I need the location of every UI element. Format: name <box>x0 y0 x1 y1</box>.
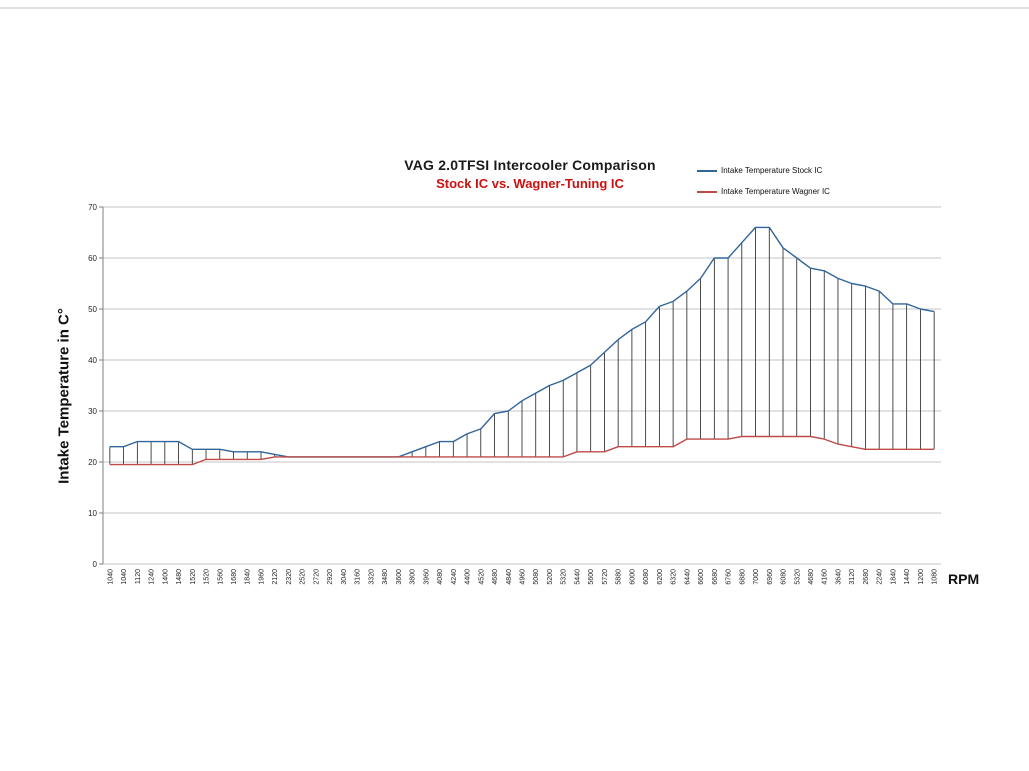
series-stock <box>109 226 935 458</box>
svg-text:2680: 2680 <box>863 569 870 585</box>
svg-text:6440: 6440 <box>684 569 691 585</box>
series-wagner <box>109 435 935 466</box>
svg-text:6880: 6880 <box>739 569 746 585</box>
svg-text:1840: 1840 <box>890 569 897 585</box>
chart-header: VAG 2.0TFSI Intercooler Comparison Stock… <box>280 157 780 191</box>
svg-text:5440: 5440 <box>574 569 581 585</box>
chart-subtitle: Stock IC vs. Wagner-Tuning IC <box>436 176 624 191</box>
svg-text:2240: 2240 <box>877 569 884 585</box>
svg-text:2320: 2320 <box>286 569 293 585</box>
svg-text:1520: 1520 <box>190 569 197 585</box>
gridlines <box>103 206 941 565</box>
top-divider <box>0 7 1029 9</box>
svg-text:3160: 3160 <box>355 569 362 585</box>
svg-text:1200: 1200 <box>918 569 925 585</box>
svg-text:3800: 3800 <box>410 569 417 585</box>
legend-item-stock: Intake Temperature Stock IC <box>697 160 830 181</box>
svg-text:7000: 7000 <box>753 569 760 585</box>
legend: Intake Temperature Stock IC Intake Tempe… <box>697 160 830 202</box>
svg-text:50: 50 <box>88 305 97 314</box>
svg-text:4080: 4080 <box>437 569 444 585</box>
chart-title: VAG 2.0TFSI Intercooler Comparison <box>404 157 656 173</box>
svg-text:1680: 1680 <box>231 569 238 585</box>
svg-text:1240: 1240 <box>149 569 156 585</box>
svg-text:1120: 1120 <box>135 569 142 584</box>
legend-label-wagner: Intake Temperature Wagner IC <box>721 187 830 196</box>
legend-label-stock: Intake Temperature Stock IC <box>721 166 823 175</box>
y-axis: 0 10 20 30 40 50 60 70 <box>88 203 104 569</box>
svg-text:4960: 4960 <box>520 569 527 585</box>
svg-text:1440: 1440 <box>904 569 911 585</box>
svg-text:2520: 2520 <box>300 569 307 585</box>
svg-text:4520: 4520 <box>478 569 485 585</box>
svg-text:4680: 4680 <box>492 569 499 585</box>
high-low-lines <box>109 227 935 465</box>
svg-text:1960: 1960 <box>258 569 265 585</box>
svg-text:5320: 5320 <box>561 569 568 585</box>
svg-text:60: 60 <box>88 254 97 263</box>
svg-text:2720: 2720 <box>313 569 320 585</box>
svg-text:4680: 4680 <box>808 569 815 585</box>
svg-text:6080: 6080 <box>643 569 650 585</box>
svg-text:6080: 6080 <box>781 569 788 585</box>
svg-text:3120: 3120 <box>849 569 856 585</box>
svg-text:4240: 4240 <box>451 569 458 585</box>
svg-text:1080: 1080 <box>932 569 939 585</box>
svg-text:3640: 3640 <box>835 569 842 585</box>
svg-text:3600: 3600 <box>396 569 403 585</box>
svg-text:6600: 6600 <box>698 569 705 585</box>
legend-item-wagner: Intake Temperature Wagner IC <box>697 181 830 202</box>
svg-text:1840: 1840 <box>245 569 252 585</box>
svg-text:6000: 6000 <box>629 569 636 585</box>
svg-text:1560: 1560 <box>217 569 224 585</box>
svg-text:1040: 1040 <box>107 569 114 585</box>
svg-text:5880: 5880 <box>616 569 623 585</box>
svg-text:2120: 2120 <box>272 569 279 585</box>
svg-text:40: 40 <box>88 356 97 365</box>
svg-text:20: 20 <box>88 458 97 467</box>
svg-text:2920: 2920 <box>327 569 334 585</box>
svg-text:1520: 1520 <box>204 569 211 585</box>
svg-text:1040: 1040 <box>121 569 128 585</box>
svg-text:6960: 6960 <box>767 569 774 585</box>
svg-text:1480: 1480 <box>176 569 183 585</box>
svg-text:3960: 3960 <box>423 569 430 585</box>
svg-text:3480: 3480 <box>382 569 389 585</box>
svg-text:5200: 5200 <box>547 569 554 585</box>
svg-text:6760: 6760 <box>726 569 733 585</box>
svg-text:5720: 5720 <box>602 569 609 585</box>
svg-text:3320: 3320 <box>368 569 375 585</box>
svg-text:0: 0 <box>93 560 98 569</box>
x-axis-title: RPM <box>948 571 980 587</box>
wagner-line-swatch-icon <box>697 190 717 193</box>
svg-text:6320: 6320 <box>671 569 678 585</box>
svg-text:6680: 6680 <box>712 569 719 585</box>
svg-text:5600: 5600 <box>588 569 595 585</box>
svg-text:4160: 4160 <box>822 569 829 585</box>
svg-text:70: 70 <box>88 203 97 212</box>
svg-text:4400: 4400 <box>465 569 472 585</box>
stock-line-swatch-icon <box>697 169 717 172</box>
svg-text:4840: 4840 <box>506 569 513 585</box>
svg-text:6200: 6200 <box>657 569 664 585</box>
x-axis-labels: 1040 1040 1120 1240 1400 1480 1520 1520 1560 1680… <box>107 569 938 585</box>
svg-text:3040: 3040 <box>341 569 348 585</box>
svg-text:5080: 5080 <box>533 569 540 585</box>
svg-text:1400: 1400 <box>162 569 169 585</box>
svg-text:30: 30 <box>88 407 97 416</box>
svg-text:10: 10 <box>88 509 97 518</box>
svg-text:5320: 5320 <box>794 569 801 585</box>
